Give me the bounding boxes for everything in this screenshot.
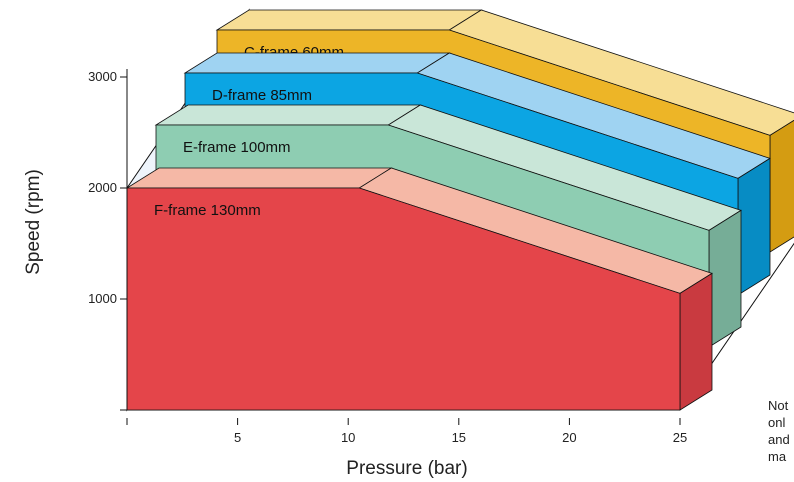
axes: 1000 2000 3000 5 10 15 20 25 bbox=[88, 69, 687, 445]
y-tick-label: 1000 bbox=[88, 291, 117, 306]
x-tick-label: 20 bbox=[562, 430, 576, 445]
footnote: Not onl and ma bbox=[768, 398, 790, 464]
x-tick-label: 5 bbox=[234, 430, 241, 445]
note-line: Not bbox=[768, 398, 789, 413]
slab-side-face bbox=[708, 209, 742, 348]
slab-top-face bbox=[125, 167, 393, 189]
slab-side-face bbox=[679, 272, 713, 411]
slab-top-face bbox=[215, 9, 483, 31]
x-axis-title: Pressure (bar) bbox=[346, 458, 467, 479]
slab-side-face bbox=[769, 119, 794, 253]
series-label: E-frame 100mm bbox=[183, 139, 291, 156]
x-tick-label: 10 bbox=[341, 430, 355, 445]
x-tick-label: 15 bbox=[452, 430, 466, 445]
x-tick-label: 25 bbox=[673, 430, 687, 445]
y-tick-label: 3000 bbox=[88, 69, 117, 84]
slab-top-face bbox=[154, 104, 422, 126]
y-tick-label: 2000 bbox=[88, 180, 117, 195]
series-label: F-frame 130mm bbox=[154, 202, 261, 219]
slab-top-face bbox=[183, 52, 451, 74]
series-label: D-frame 85mm bbox=[212, 87, 312, 104]
note-line: ma bbox=[768, 449, 787, 464]
slab-side-face bbox=[737, 157, 771, 296]
y-axis-title: Speed (rpm) bbox=[23, 169, 44, 275]
note-line: onl bbox=[768, 415, 785, 430]
note-line: and bbox=[768, 432, 790, 447]
